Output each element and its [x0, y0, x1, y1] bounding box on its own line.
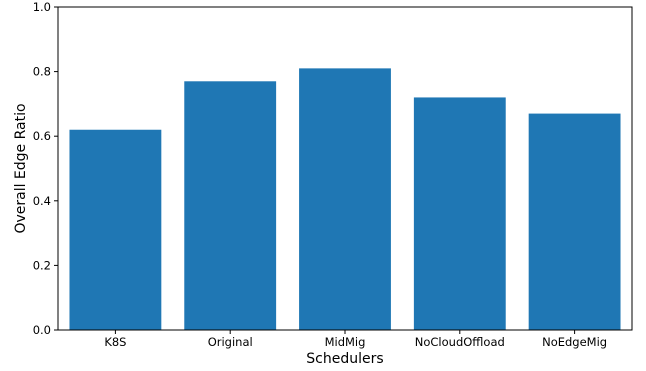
- plot-frame: [57, 6, 633, 331]
- y-tick-label: 0.2: [33, 258, 51, 272]
- y-tick-label: 0.8: [33, 65, 51, 79]
- bar-midmig: [299, 68, 391, 331]
- y-tick-label: 0.0: [33, 323, 51, 337]
- x-tick-label: K8S: [104, 335, 126, 349]
- y-tick-label: 0.6: [33, 129, 51, 143]
- y-axis-title: Overall Edge Ratio: [13, 103, 29, 233]
- bar-nocloudoffload: [413, 97, 506, 330]
- y-tick-label: 1.0: [33, 0, 51, 14]
- x-tick-label: NoCloudOffload: [415, 335, 505, 349]
- x-tick-label: NoEdgeMig: [542, 335, 607, 349]
- y-axis-ticks: 0.0 0.2 0.4 0.6 0.8 1.0: [33, 0, 58, 337]
- y-tick-label: 0.4: [33, 194, 51, 208]
- x-tick-label: Original: [208, 335, 253, 349]
- x-axis-ticks: K8S Original MidMig NoCloudOffload NoEdgeMig: [104, 330, 607, 349]
- bar-k8s: [69, 129, 162, 330]
- x-tick-label: MidMig: [325, 335, 366, 349]
- bars-layer: [69, 68, 621, 331]
- bar-original: [184, 81, 277, 330]
- bar-noedgemig: [528, 113, 621, 330]
- x-axis-title: Schedulers: [306, 351, 383, 367]
